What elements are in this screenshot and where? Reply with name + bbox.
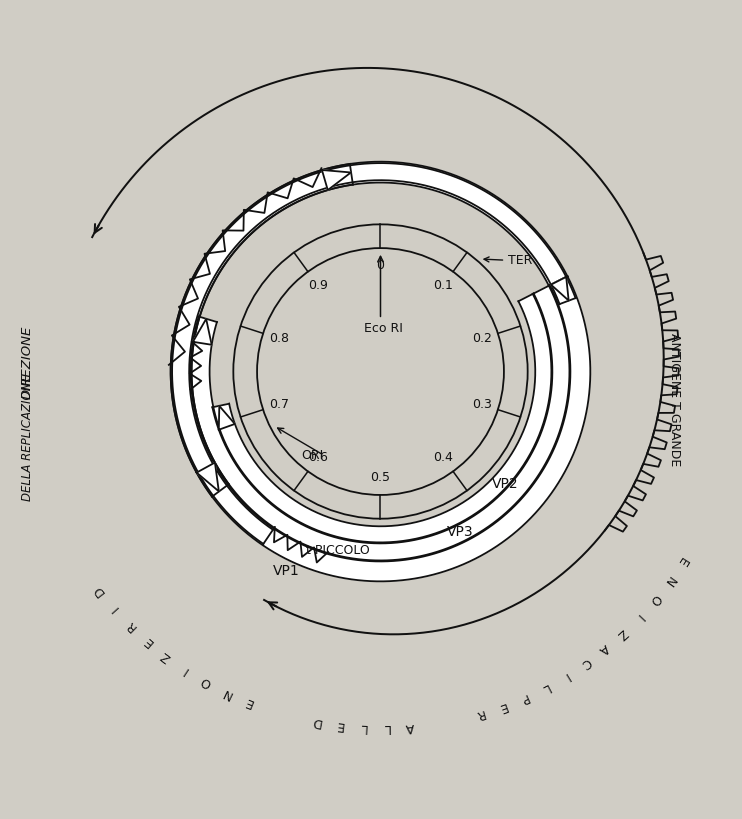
Text: DELLA REPLICAZIONE: DELLA REPLICAZIONE: [21, 374, 34, 501]
Text: R: R: [473, 706, 485, 721]
Text: C: C: [578, 655, 593, 671]
Polygon shape: [171, 161, 568, 496]
Text: VP2: VP2: [492, 477, 519, 491]
Text: R: R: [123, 618, 139, 633]
Text: N: N: [220, 685, 234, 700]
Text: I: I: [561, 669, 571, 682]
Polygon shape: [193, 319, 211, 345]
Text: Z: Z: [614, 626, 629, 641]
Polygon shape: [171, 164, 591, 581]
Text: I: I: [180, 663, 191, 676]
Text: VP1: VP1: [273, 563, 300, 578]
Text: TER: TER: [484, 255, 533, 267]
Text: N: N: [661, 572, 677, 588]
Text: 0.2: 0.2: [472, 333, 491, 345]
Polygon shape: [197, 463, 219, 491]
Text: P: P: [518, 690, 530, 705]
Text: A: A: [597, 641, 611, 656]
Text: 0.5: 0.5: [370, 472, 390, 484]
Polygon shape: [551, 277, 568, 301]
Text: 0.4: 0.4: [433, 451, 453, 464]
Text: ORI: ORI: [301, 449, 324, 462]
Text: 0.8: 0.8: [269, 333, 289, 345]
Text: 0.6: 0.6: [308, 451, 328, 464]
Polygon shape: [322, 170, 351, 190]
Text: 0.7: 0.7: [269, 398, 289, 411]
Text: E: E: [496, 699, 508, 713]
Polygon shape: [191, 285, 571, 561]
Text: E: E: [141, 634, 155, 649]
Text: I: I: [633, 611, 645, 622]
Text: Z: Z: [159, 649, 174, 663]
Polygon shape: [172, 163, 576, 544]
Text: 0.9: 0.9: [308, 279, 328, 292]
Text: L: L: [539, 680, 551, 695]
Text: D: D: [310, 714, 322, 729]
Text: E: E: [242, 695, 255, 709]
Text: 0.3: 0.3: [472, 398, 491, 411]
Text: ANTIGENE T GRANDE: ANTIGENE T GRANDE: [669, 333, 681, 467]
Polygon shape: [212, 293, 552, 543]
Text: L: L: [383, 721, 390, 734]
Text: Eco RI: Eco RI: [364, 323, 403, 336]
Polygon shape: [219, 406, 235, 430]
Text: O: O: [646, 591, 663, 607]
Text: L: L: [359, 721, 367, 734]
Text: E: E: [335, 718, 344, 732]
Text: D: D: [91, 582, 108, 598]
Text: 0.1: 0.1: [433, 279, 453, 292]
Text: O: O: [198, 674, 213, 690]
Text: DIREZIONE: DIREZIONE: [21, 325, 34, 399]
Text: 0: 0: [376, 259, 384, 272]
Text: VP3: VP3: [447, 525, 473, 539]
Text: I: I: [108, 603, 120, 614]
Text: E: E: [674, 554, 689, 568]
Text: A: A: [405, 720, 415, 733]
Text: t PICCOLO: t PICCOLO: [306, 544, 370, 557]
